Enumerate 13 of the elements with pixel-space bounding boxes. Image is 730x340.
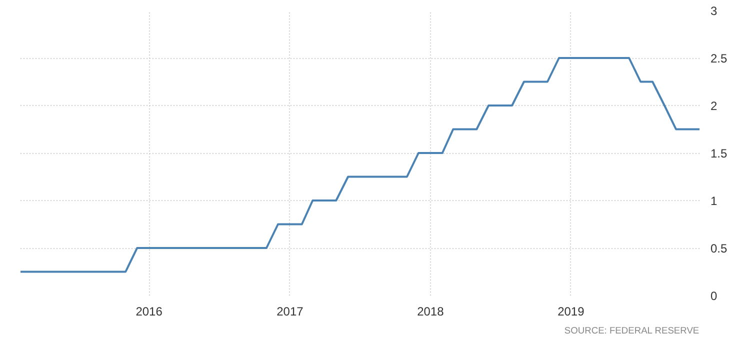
y-tick-label: 2 xyxy=(710,99,718,113)
source-note: SOURCE: FEDERAL RESERVE xyxy=(564,326,700,336)
x-tick-label: 2017 xyxy=(276,304,304,318)
y-tick-label: 1 xyxy=(710,194,718,208)
y-tick-label: 1.5 xyxy=(710,146,728,160)
x-tick-label: 2016 xyxy=(136,304,163,318)
line-series xyxy=(20,57,700,273)
x-tick-label: 2019 xyxy=(558,304,585,318)
y-tick-label: 3 xyxy=(710,4,718,18)
y-tick-label: 2.5 xyxy=(710,52,728,66)
y-tick-label: 0.5 xyxy=(710,242,728,256)
x-tick-label: 2018 xyxy=(417,304,444,318)
y-tick-label: 0 xyxy=(710,289,718,303)
